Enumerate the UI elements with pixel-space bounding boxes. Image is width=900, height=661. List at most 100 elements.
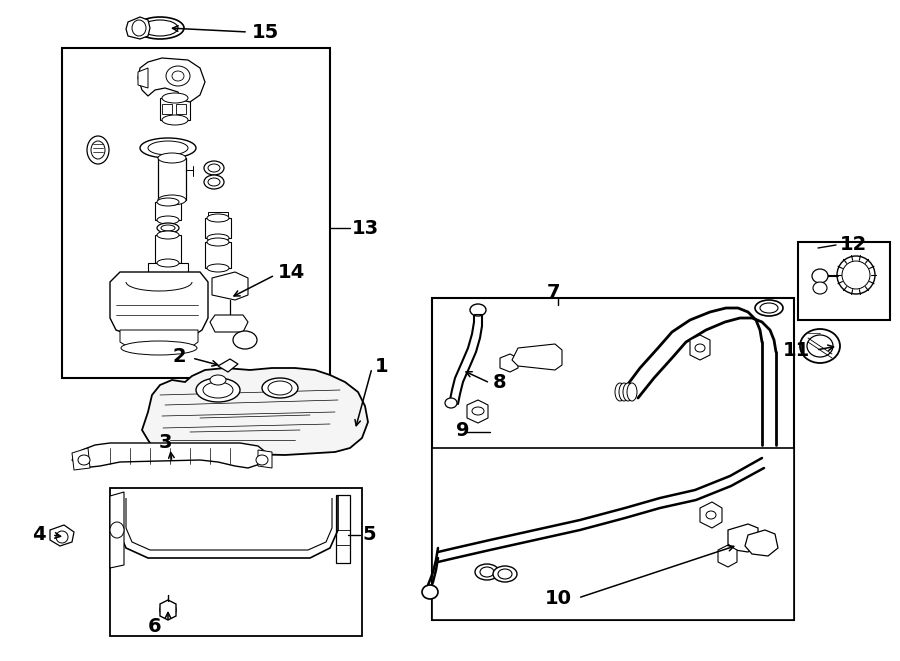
Ellipse shape [157, 223, 179, 233]
Polygon shape [72, 443, 268, 468]
Ellipse shape [207, 234, 229, 242]
Ellipse shape [695, 344, 705, 352]
Text: 2: 2 [173, 348, 186, 366]
Ellipse shape [166, 66, 190, 86]
Bar [432, 298, 794, 620]
Ellipse shape [162, 115, 188, 125]
Polygon shape [718, 545, 737, 567]
Ellipse shape [172, 71, 184, 81]
Polygon shape [500, 354, 518, 372]
Text: 10: 10 [545, 588, 572, 607]
Ellipse shape [493, 566, 517, 582]
Polygon shape [160, 600, 176, 620]
Ellipse shape [480, 567, 494, 577]
Bar [110, 488, 362, 636]
Ellipse shape [91, 141, 105, 159]
Text: 3: 3 [158, 434, 172, 453]
Polygon shape [120, 330, 198, 348]
Bar [205, 242, 231, 268]
Polygon shape [728, 524, 758, 552]
Polygon shape [467, 400, 488, 423]
Circle shape [837, 256, 875, 294]
Ellipse shape [142, 20, 178, 36]
Bar [62, 48, 330, 378]
Ellipse shape [760, 303, 778, 313]
Ellipse shape [157, 231, 179, 239]
Ellipse shape [204, 175, 224, 189]
Ellipse shape [162, 93, 188, 103]
Polygon shape [50, 525, 74, 546]
Ellipse shape [157, 198, 179, 206]
Polygon shape [110, 492, 124, 568]
Ellipse shape [208, 178, 220, 186]
Ellipse shape [208, 164, 220, 172]
Ellipse shape [210, 375, 226, 385]
Ellipse shape [498, 569, 512, 579]
Bar [160, 98, 190, 120]
Ellipse shape [160, 602, 176, 618]
Ellipse shape [445, 398, 457, 408]
Text: 11: 11 [783, 340, 810, 360]
Ellipse shape [56, 531, 68, 543]
Ellipse shape [148, 141, 188, 155]
Ellipse shape [472, 407, 484, 415]
Polygon shape [700, 502, 722, 528]
Polygon shape [72, 448, 90, 470]
Ellipse shape [158, 153, 186, 163]
Bar [162, 104, 172, 114]
Ellipse shape [204, 161, 224, 175]
Bar [432, 448, 794, 620]
Text: 9: 9 [456, 420, 470, 440]
Polygon shape [126, 17, 150, 39]
Ellipse shape [203, 382, 233, 398]
Text: 8: 8 [493, 373, 507, 391]
Polygon shape [258, 450, 272, 468]
Text: 6: 6 [148, 617, 161, 635]
Bar [205, 218, 231, 238]
Bar [116, 285, 198, 330]
Ellipse shape [207, 214, 229, 222]
Bar [798, 242, 890, 320]
Text: 13: 13 [352, 219, 379, 237]
Bar [155, 202, 181, 220]
Polygon shape [745, 530, 778, 556]
Ellipse shape [140, 138, 196, 158]
Ellipse shape [136, 17, 184, 39]
Ellipse shape [812, 269, 828, 283]
Ellipse shape [813, 282, 827, 294]
Text: 14: 14 [278, 264, 305, 282]
Bar [158, 158, 186, 200]
Polygon shape [110, 272, 208, 338]
Ellipse shape [268, 381, 292, 395]
Ellipse shape [158, 195, 186, 205]
Text: 1: 1 [375, 356, 389, 375]
Polygon shape [138, 58, 205, 102]
Ellipse shape [706, 511, 716, 519]
Ellipse shape [615, 383, 625, 401]
Ellipse shape [121, 341, 197, 355]
Ellipse shape [157, 216, 179, 224]
Text: 15: 15 [252, 22, 279, 42]
Ellipse shape [207, 264, 229, 272]
Ellipse shape [262, 378, 298, 398]
Polygon shape [142, 368, 368, 455]
Polygon shape [690, 335, 710, 360]
Ellipse shape [233, 331, 257, 349]
Ellipse shape [755, 300, 783, 316]
Ellipse shape [163, 605, 173, 615]
Circle shape [842, 261, 870, 289]
Polygon shape [138, 68, 148, 88]
Ellipse shape [207, 238, 229, 246]
Ellipse shape [800, 329, 840, 363]
Text: 4: 4 [32, 525, 46, 545]
Ellipse shape [196, 378, 240, 402]
Text: 5: 5 [362, 525, 375, 545]
Polygon shape [218, 359, 238, 372]
Ellipse shape [132, 20, 146, 36]
Bar [155, 235, 181, 263]
Ellipse shape [422, 585, 438, 599]
Bar [176, 104, 186, 114]
Polygon shape [512, 344, 562, 370]
Ellipse shape [78, 455, 90, 465]
Ellipse shape [87, 136, 109, 164]
